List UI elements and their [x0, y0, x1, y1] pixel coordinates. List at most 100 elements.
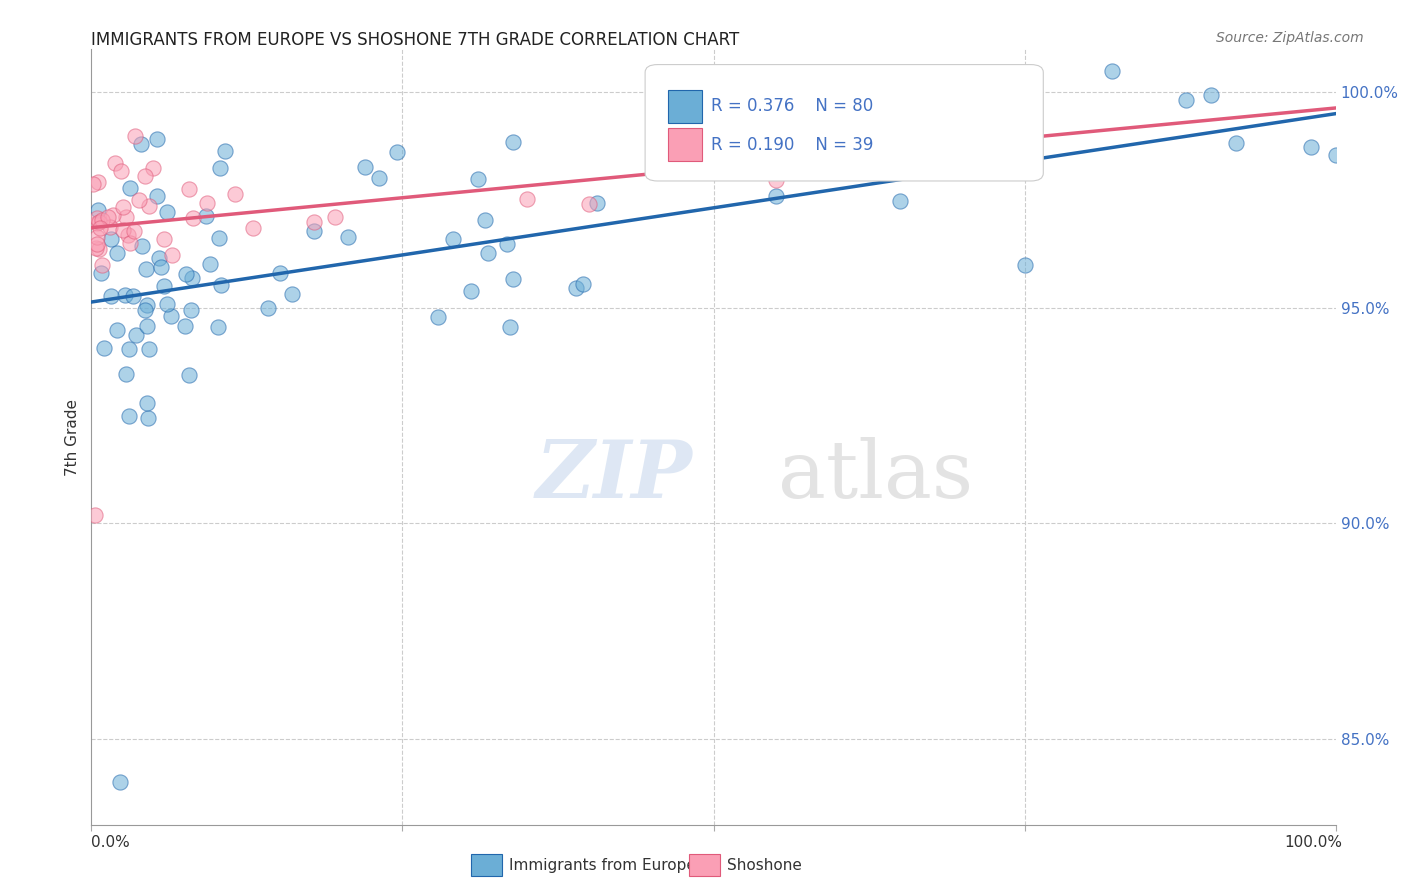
Point: [138, 199, 160, 213]
Point: [86, 237, 108, 252]
Point: [477, 246, 499, 260]
Text: Shoshone: Shoshone: [727, 858, 801, 872]
Point: [209, 278, 232, 293]
Point: [90, 213, 112, 227]
Point: [1014, 258, 1036, 272]
Point: [108, 775, 131, 789]
Point: [136, 411, 159, 425]
Point: [208, 230, 231, 244]
Point: [280, 286, 302, 301]
Point: [323, 211, 346, 225]
Text: 100.0%: 100.0%: [1285, 836, 1343, 850]
Point: [117, 228, 139, 243]
Point: [118, 343, 141, 357]
Point: [84, 508, 107, 522]
Point: [498, 319, 520, 334]
Bar: [668, 128, 703, 161]
Text: 0.0%: 0.0%: [91, 836, 131, 850]
Point: [156, 297, 179, 311]
Point: [1225, 136, 1247, 151]
Bar: [668, 90, 703, 123]
Point: [160, 309, 183, 323]
Point: [97, 210, 120, 224]
Point: [86, 203, 108, 218]
Point: [104, 155, 127, 169]
Point: [889, 194, 911, 208]
Point: [111, 223, 134, 237]
Point: [496, 237, 519, 252]
Point: [112, 200, 135, 214]
Point: [174, 318, 197, 333]
Point: [87, 175, 110, 189]
Point: [146, 132, 169, 146]
Text: atlas: atlas: [778, 437, 973, 515]
Point: [180, 303, 202, 318]
Text: R = 0.376    N = 80: R = 0.376 N = 80: [711, 97, 873, 115]
Point: [153, 232, 176, 246]
Point: [198, 257, 221, 271]
Point: [467, 172, 489, 186]
Point: [122, 224, 145, 238]
Point: [257, 301, 280, 315]
Point: [131, 239, 153, 253]
Point: [1324, 148, 1347, 162]
Point: [153, 279, 176, 293]
Point: [87, 215, 110, 229]
Point: [765, 173, 787, 187]
Point: [82, 177, 104, 191]
Point: [138, 342, 160, 356]
Point: [120, 181, 142, 195]
Point: [180, 271, 202, 285]
Text: IMMIGRANTS FROM EUROPE VS SHOSHONE 7TH GRADE CORRELATION CHART: IMMIGRANTS FROM EUROPE VS SHOSHONE 7TH G…: [91, 31, 740, 49]
Point: [183, 211, 205, 226]
Point: [135, 262, 157, 277]
Point: [149, 260, 172, 274]
Point: [1175, 93, 1198, 107]
Point: [136, 319, 159, 334]
Point: [134, 302, 156, 317]
Point: [91, 258, 114, 272]
Point: [242, 221, 264, 235]
Point: [86, 216, 108, 230]
Point: [93, 341, 115, 355]
Point: [214, 144, 236, 158]
Point: [120, 235, 142, 250]
Point: [354, 160, 377, 174]
Point: [135, 297, 157, 311]
Point: [302, 224, 325, 238]
Point: [174, 268, 197, 282]
Point: [177, 182, 200, 196]
Point: [129, 136, 152, 151]
Point: [460, 284, 482, 298]
Point: [586, 196, 609, 211]
Point: [1201, 87, 1223, 102]
Point: [145, 189, 167, 203]
Point: [114, 288, 136, 302]
Point: [207, 320, 229, 334]
Point: [502, 136, 524, 150]
Point: [441, 232, 464, 246]
Point: [101, 208, 124, 222]
Point: [87, 242, 110, 256]
Point: [765, 189, 787, 203]
Point: [124, 129, 146, 144]
Point: [197, 196, 219, 211]
Point: [105, 246, 128, 260]
Point: [142, 161, 165, 175]
Point: [195, 209, 218, 223]
Point: [110, 164, 132, 178]
Point: [128, 193, 150, 207]
Point: [1299, 140, 1322, 154]
Point: [122, 289, 145, 303]
Point: [162, 248, 184, 262]
Point: [427, 310, 450, 325]
Y-axis label: 7th Grade: 7th Grade: [65, 399, 80, 475]
Point: [224, 186, 246, 201]
Point: [100, 288, 122, 302]
Point: [84, 240, 107, 254]
Point: [564, 281, 586, 295]
Point: [865, 157, 887, 171]
Point: [125, 327, 148, 342]
Point: [208, 161, 231, 176]
Point: [177, 368, 200, 382]
